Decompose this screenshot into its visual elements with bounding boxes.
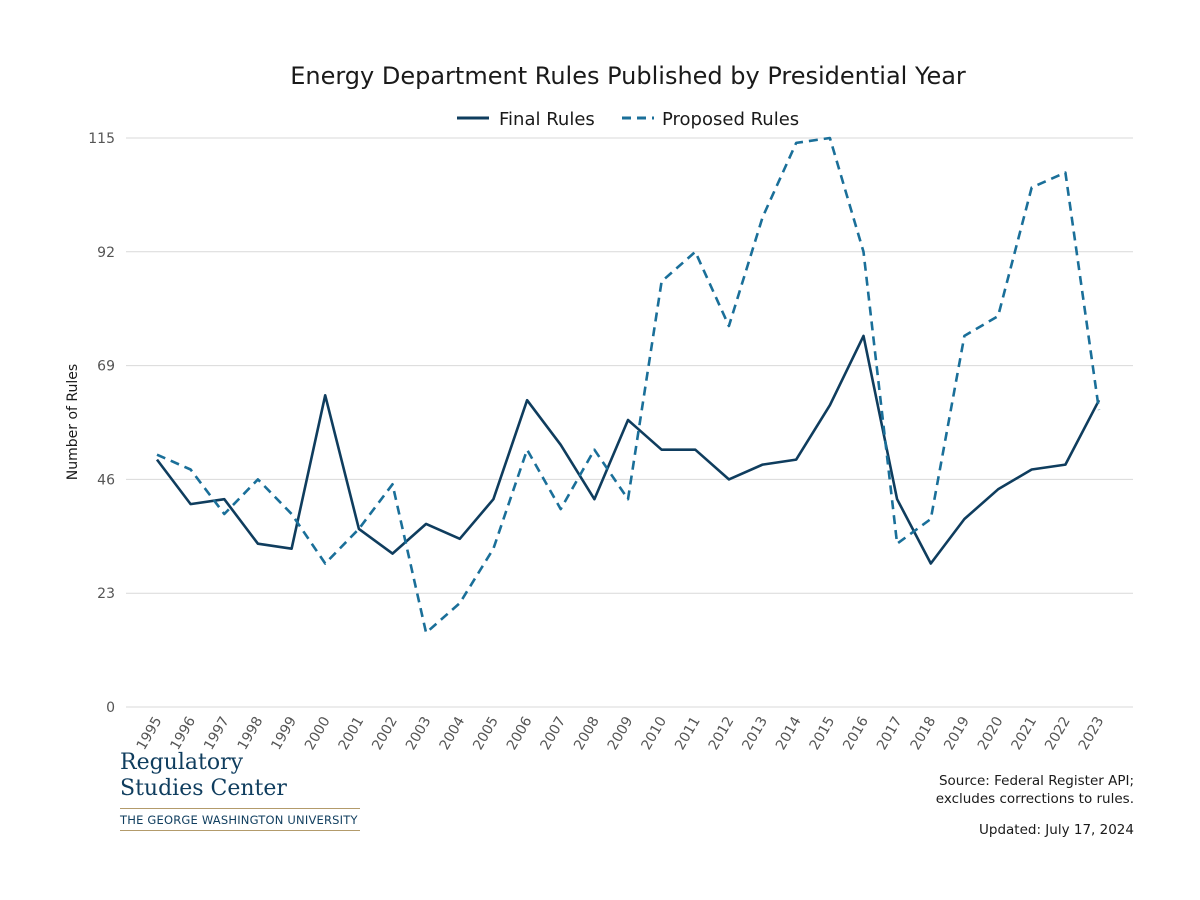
chart-title: Energy Department Rules Published by Pre… — [290, 62, 966, 90]
y-axis-ticks: 0 23 46 69 92 115 — [88, 131, 115, 716]
series-proposed-rules — [156, 136, 1101, 635]
x-tick-label: 1997 — [201, 714, 233, 753]
x-tick-label: 2010 — [638, 714, 670, 753]
x-tick-label: 2023 — [1076, 714, 1108, 753]
y-tick-label: 69 — [97, 359, 115, 375]
x-tick-label: 2002 — [369, 714, 401, 753]
x-tick-label: 2004 — [437, 714, 469, 753]
legend-label-proposed-rules: Proposed Rules — [662, 109, 799, 130]
y-axis-label: Number of Rules — [65, 364, 81, 480]
x-tick-label: 2005 — [470, 714, 502, 753]
updated-date: Updated: July 17, 2024 — [979, 822, 1134, 838]
logo: Regulatory Studies Center THE GEORGE WAS… — [120, 750, 360, 831]
x-tick-label: 2019 — [941, 714, 973, 753]
x-tick-label: 2003 — [403, 714, 435, 753]
x-tick-label: 2021 — [1009, 714, 1041, 753]
x-tick-label: 2015 — [807, 714, 839, 753]
logo-line-1: Regulatory — [120, 750, 244, 775]
source-line-1: Source: Federal Register API; — [938, 773, 1134, 789]
logo-university: THE GEORGE WASHINGTON UNIVERSITY — [120, 813, 358, 827]
y-tick-label: 0 — [106, 700, 115, 716]
x-axis-ticks: 1995 1996 1997 1998 1999 2000 2001 2002 2003 2004… — [134, 714, 1108, 753]
x-tick-label: 2001 — [336, 714, 368, 753]
y-tick-label: 115 — [88, 131, 115, 147]
y-tick-label: 92 — [97, 245, 115, 261]
logo-divider-bottom — [120, 830, 360, 831]
series-final-rules — [155, 334, 1101, 565]
logo-line-2: Studies Center — [120, 776, 287, 801]
logo-divider — [120, 808, 360, 809]
x-tick-label: 2011 — [672, 714, 704, 753]
x-tick-label: 2017 — [874, 714, 906, 753]
y-tick-label: 46 — [97, 472, 115, 488]
gridlines — [126, 137, 1133, 708]
x-tick-label: 2000 — [302, 714, 334, 753]
x-tick-label: 2007 — [538, 714, 570, 753]
x-tick-label: 2016 — [840, 714, 872, 753]
legend: Final Rules Proposed Rules — [457, 109, 799, 130]
series-lines — [155, 136, 1101, 635]
x-tick-label: 2018 — [908, 714, 940, 753]
x-tick-label: 2009 — [605, 714, 637, 753]
x-tick-label: 1995 — [134, 714, 166, 753]
x-tick-label: 2006 — [504, 714, 536, 753]
x-tick-label: 2020 — [975, 714, 1007, 753]
source-note: Source: Federal Register API; excludes c… — [936, 772, 1134, 808]
x-tick-label: 1999 — [268, 714, 300, 753]
x-tick-label: 2014 — [773, 714, 805, 753]
source-line-2: excludes corrections to rules. — [935, 791, 1134, 807]
x-tick-label: 1996 — [167, 714, 199, 753]
x-tick-label: 1998 — [235, 714, 267, 753]
legend-label-final-rules: Final Rules — [499, 109, 595, 130]
x-tick-label: 2012 — [706, 714, 738, 753]
x-tick-label: 2008 — [571, 714, 603, 753]
y-tick-label: 23 — [97, 586, 115, 602]
x-tick-label: 2022 — [1042, 714, 1074, 753]
x-tick-label: 2013 — [739, 714, 771, 753]
